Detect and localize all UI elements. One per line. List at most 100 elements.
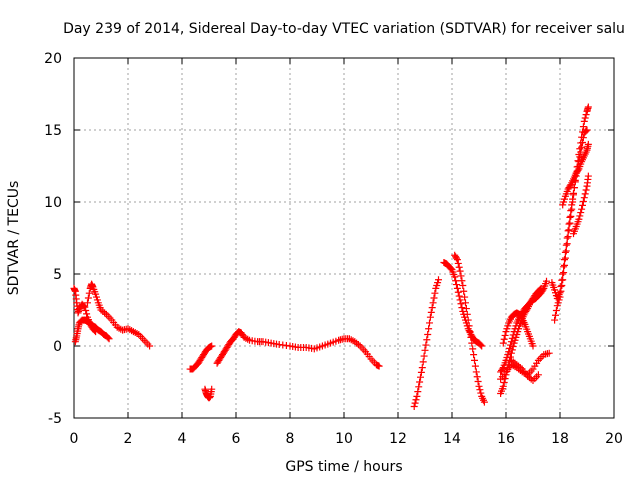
data-point — [426, 319, 433, 327]
data-point — [418, 364, 426, 372]
data-point — [508, 334, 516, 342]
data-point — [460, 287, 468, 295]
data-point — [499, 382, 507, 390]
data-point — [471, 356, 478, 364]
data-point — [84, 294, 92, 302]
data-point — [579, 201, 586, 209]
x-tick-label: 20 — [605, 431, 623, 447]
data-point — [529, 342, 537, 350]
data-point — [466, 328, 474, 336]
x-tick-labels: 0 2 4 6 8 10 12 14 16 18 20 — [70, 431, 623, 447]
data-point — [581, 114, 589, 122]
axis-ticks — [73, 57, 615, 419]
data-point — [552, 311, 559, 319]
data-point — [582, 186, 590, 194]
x-tick-label: 18 — [551, 431, 569, 447]
y-tick-label: 15 — [44, 123, 62, 139]
data-point — [85, 289, 93, 297]
data-point — [458, 277, 466, 285]
data-point — [464, 316, 472, 324]
data-point — [579, 198, 587, 206]
data-point — [422, 341, 430, 349]
data-point — [568, 205, 576, 213]
x-axis-label: GPS time / hours — [285, 459, 402, 475]
data-point — [429, 299, 437, 307]
data-point — [456, 296, 464, 304]
x-tick-label: 0 — [70, 431, 79, 447]
x-tick-label: 12 — [389, 431, 407, 447]
data-point — [458, 304, 466, 312]
x-tick-label: 2 — [124, 431, 133, 447]
data-point — [423, 336, 431, 344]
data-point — [454, 259, 462, 267]
series-arc-morning-1 — [186, 342, 216, 373]
data-point — [500, 335, 508, 343]
series-arc-morning-2 — [201, 385, 216, 402]
data-point — [425, 325, 433, 333]
data-point — [559, 276, 567, 284]
y-tick-label: 10 — [44, 195, 62, 211]
data-point — [582, 111, 590, 119]
series-arc-evening-4 — [570, 172, 592, 238]
data-point — [413, 392, 421, 400]
data-point — [80, 302, 88, 310]
data-point — [453, 256, 461, 264]
data-point — [461, 293, 469, 301]
data-point — [500, 378, 508, 386]
data-point — [463, 310, 471, 318]
data-point — [570, 191, 577, 199]
data-point — [507, 338, 515, 346]
data-point — [577, 139, 585, 147]
data-point — [471, 362, 479, 370]
data-point — [412, 396, 420, 404]
y-tick-labels: -5 0 5 10 15 20 — [44, 51, 62, 427]
data-point — [455, 292, 463, 300]
data-point — [451, 273, 459, 281]
data-point — [476, 386, 484, 394]
data-point — [543, 277, 550, 285]
data-point — [557, 287, 565, 295]
data-marks — [70, 103, 592, 410]
data-point — [421, 346, 429, 354]
series-arc-late-5 — [507, 356, 542, 385]
data-point — [480, 398, 488, 406]
data-point — [410, 402, 418, 410]
data-point — [453, 254, 460, 262]
data-point — [456, 267, 464, 275]
data-point — [580, 117, 588, 125]
data-point — [582, 127, 590, 135]
data-point — [415, 383, 423, 391]
data-point — [81, 303, 89, 311]
y-tick-label: 0 — [53, 339, 62, 355]
data-point — [580, 194, 588, 202]
data-point — [462, 305, 470, 313]
x-tick-label: 4 — [178, 431, 187, 447]
data-point — [584, 103, 592, 111]
data-point — [560, 269, 568, 277]
data-point — [584, 172, 592, 180]
data-point — [569, 198, 577, 206]
data-point — [455, 263, 463, 271]
data-point — [453, 281, 460, 289]
data-point — [208, 342, 216, 350]
data-point — [417, 368, 425, 376]
data-point — [435, 276, 442, 284]
series-arc-early-2 — [71, 316, 113, 346]
data-point — [564, 233, 572, 241]
x-tick-label: 6 — [232, 431, 241, 447]
data-point — [465, 322, 473, 330]
series-arc-afternoon-rise — [410, 276, 442, 410]
data-point — [477, 341, 485, 349]
data-point — [467, 333, 475, 341]
y-tick-label: 5 — [53, 267, 62, 283]
data-point — [427, 308, 435, 316]
data-point — [428, 304, 436, 312]
x-tick-label: 14 — [443, 431, 461, 447]
data-point — [416, 378, 424, 386]
y-tick-label: 20 — [44, 51, 62, 67]
data-point — [577, 209, 585, 217]
y-tick-label: -5 — [48, 411, 62, 427]
data-point — [556, 293, 564, 301]
x-tick-label: 8 — [286, 431, 295, 447]
data-point — [575, 215, 583, 223]
